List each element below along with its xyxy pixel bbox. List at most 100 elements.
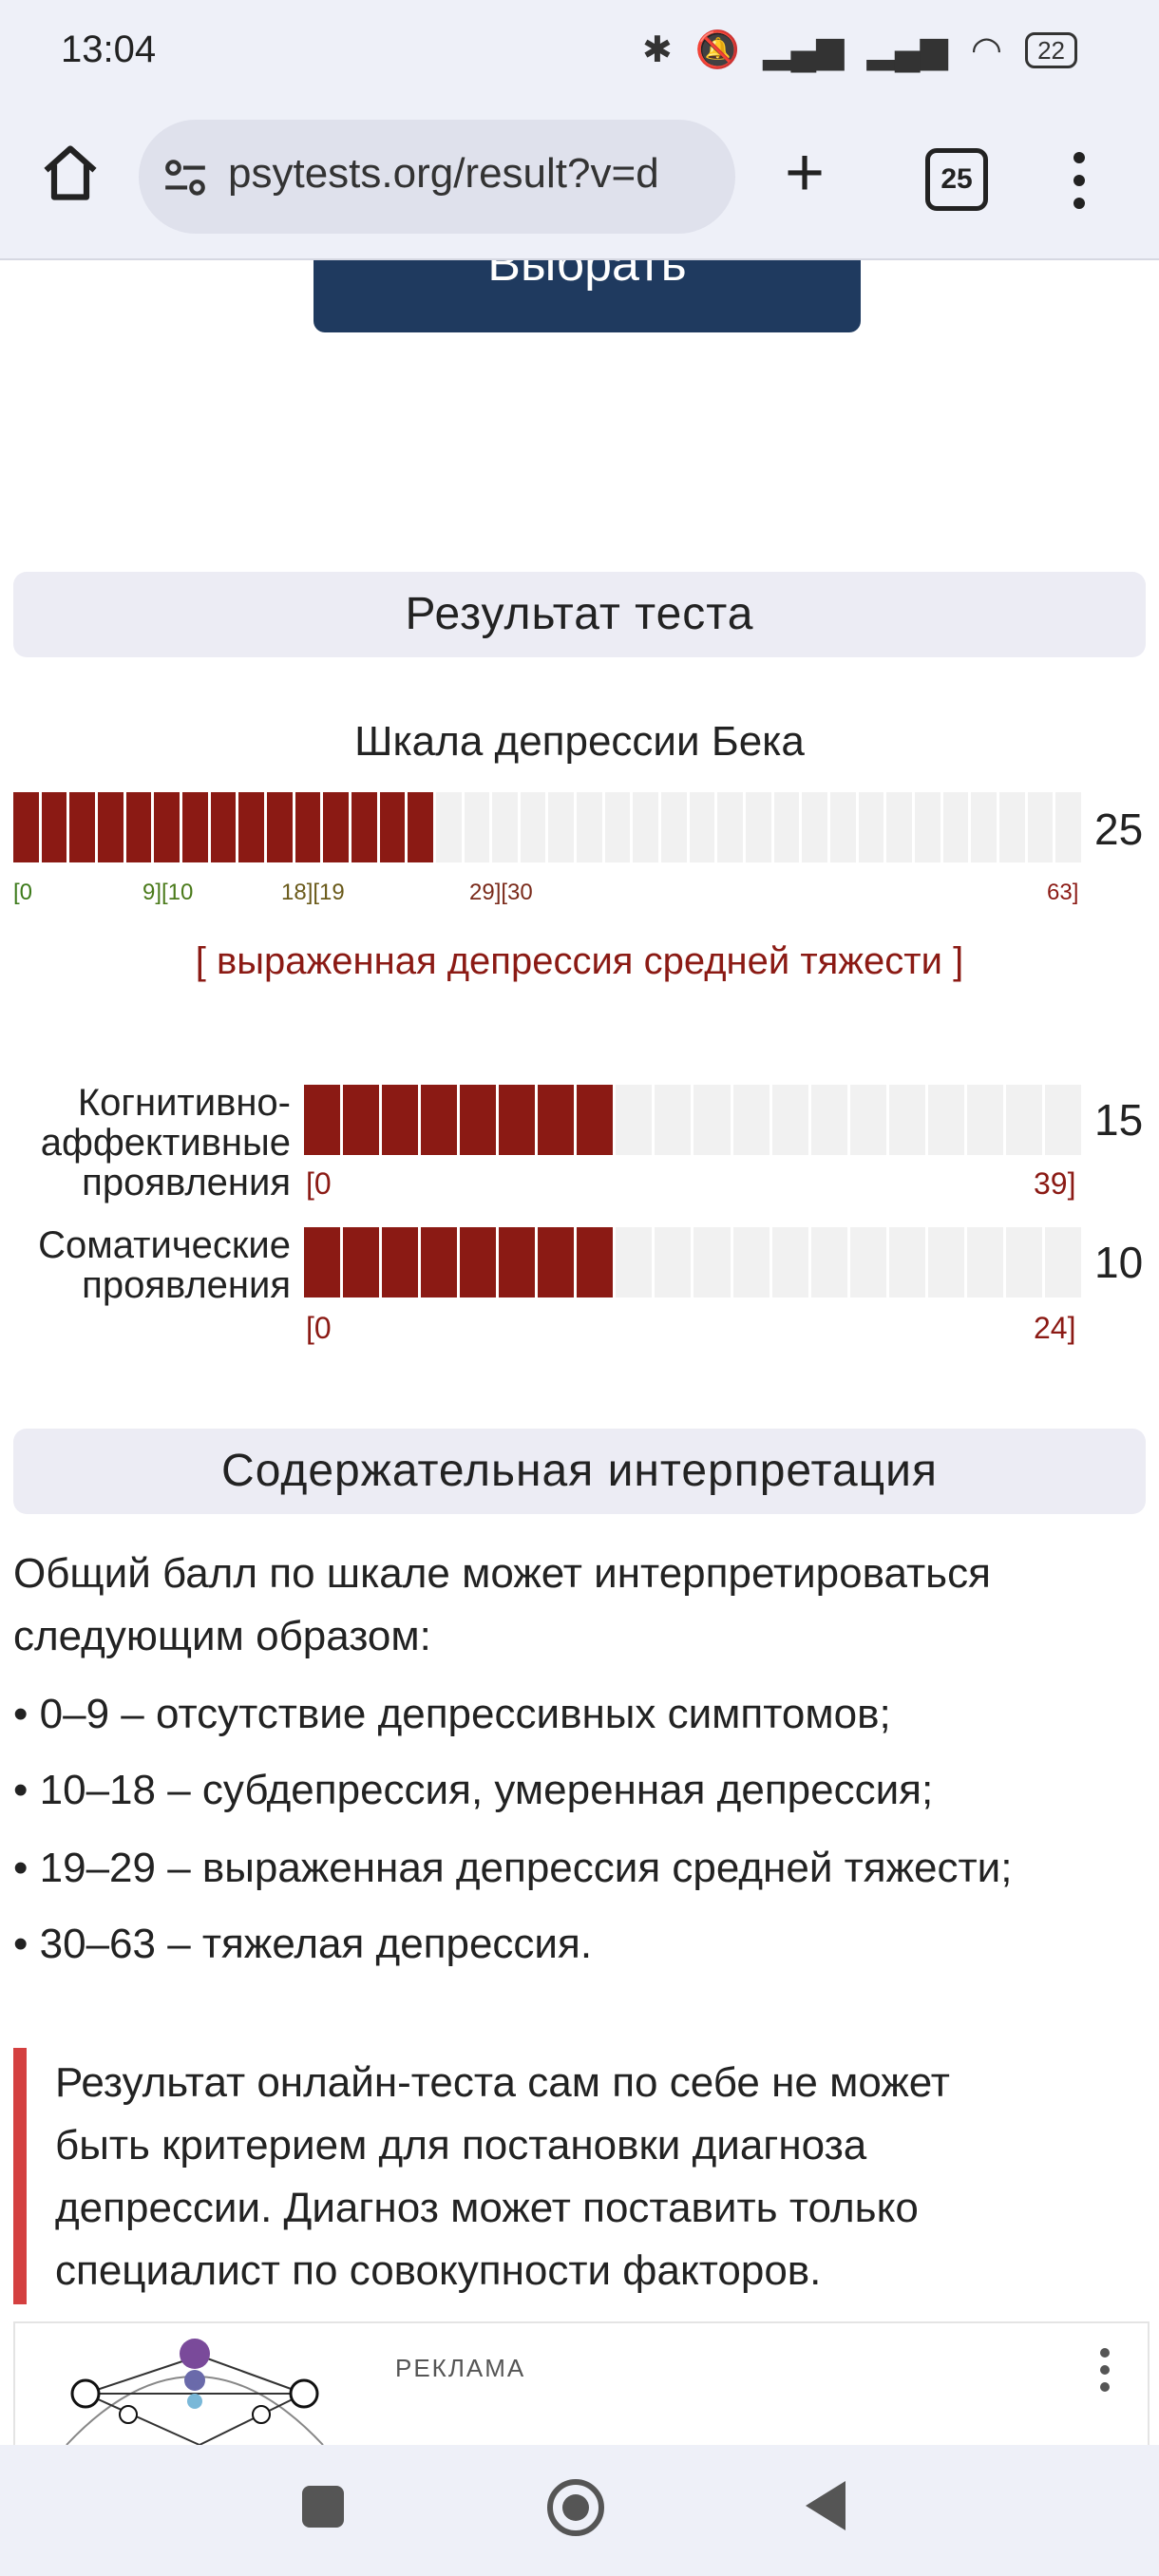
bar-cell [343, 1085, 380, 1155]
bar-cell [1055, 792, 1081, 862]
bar-cell [304, 1085, 341, 1155]
ad-image[interactable] [48, 2327, 342, 2445]
subscale-label-cognitive: Когнитивно- аффективные проявления [0, 1083, 291, 1203]
wifi-icon: ◠ [970, 30, 1003, 70]
tab-count-button[interactable]: 25 [925, 148, 988, 211]
bar-cell [538, 1085, 575, 1155]
scale-title: Шкала депрессии Бека [354, 718, 805, 765]
back-icon[interactable] [806, 2481, 846, 2530]
subscale-min-cognitive: [0 [306, 1166, 332, 1201]
bar-cell [460, 1085, 497, 1155]
bluetooth-icon: ✱ [641, 30, 673, 70]
interpretation-header: Содержательная интерпретация [13, 1429, 1146, 1514]
bar-cell [379, 792, 406, 862]
bar-cell [1005, 1227, 1042, 1297]
ad-menu-icon[interactable] [1100, 2348, 1110, 2399]
tick-0: [0 [13, 880, 33, 905]
address-bar[interactable] [139, 120, 735, 234]
bar-cell [694, 1085, 731, 1155]
select-button[interactable]: Выбрать [314, 260, 861, 332]
subscale-label-line: Соматические [38, 1224, 291, 1266]
note-line: специалист по совокупности факторов. [55, 2247, 822, 2294]
bar-cell [1044, 1227, 1081, 1297]
interpretation-item-4: • 30–63 – тяжелая депрессия. [13, 1921, 593, 1967]
intro-line: следующим образом: [13, 1613, 431, 1659]
bar-cell [492, 792, 518, 862]
subscale-label-line: проявления [82, 1162, 291, 1203]
tick-9-10: 9][10 [142, 880, 194, 905]
new-tab-icon[interactable]: + [785, 135, 826, 211]
subscale-label-line: аффективные [40, 1122, 291, 1164]
bar-cell [773, 792, 800, 862]
bar-cell [1044, 1085, 1081, 1155]
bar-cell [604, 792, 631, 862]
interpretation-item-2: • 10–18 – субдепрессия, умеренная депрес… [13, 1767, 934, 1813]
result-header: Результат теста [13, 572, 1146, 657]
page-content: Выбрать [0, 260, 1159, 2445]
status-time: 13:04 [61, 28, 157, 70]
browser-menu-icon[interactable] [1074, 152, 1087, 220]
signal-icon: ▂▄▆ [763, 30, 845, 70]
main-score: 25 [1094, 805, 1144, 854]
bar-cell [538, 1227, 575, 1297]
bar-cell [810, 1227, 847, 1297]
bar-cell [927, 1085, 964, 1155]
bar-cell [266, 792, 293, 862]
bar-cell [886, 792, 912, 862]
bar-cell [971, 792, 997, 862]
bar-cell [655, 1227, 692, 1297]
bar-cell [382, 1227, 419, 1297]
url-text[interactable]: psytests.org/result?v=d [228, 150, 659, 197]
ad-banner[interactable] [13, 2321, 1150, 2447]
subscale-label-line: Когнитивно- [77, 1082, 291, 1124]
bar-cell [694, 1227, 731, 1297]
subscale-label-line: проявления [82, 1264, 291, 1306]
bar-cell [771, 1227, 808, 1297]
mute-icon: 🔕 [694, 29, 741, 70]
main-score-bar [13, 792, 1081, 862]
bar-cell [382, 1085, 419, 1155]
subscale-max-somatic: 24] [1034, 1311, 1076, 1345]
bar-cell [616, 1227, 653, 1297]
bar-cell [210, 792, 237, 862]
bar-cell [460, 1227, 497, 1297]
bar-cell [998, 792, 1025, 862]
bar-cell [717, 792, 744, 862]
subscale-score-cognitive: 15 [1094, 1095, 1144, 1145]
bar-cell [661, 792, 687, 862]
bar-cell [351, 792, 377, 862]
bar-cell [323, 792, 349, 862]
interpretation-item-1: • 0–9 – отсутствие депрессивных симптомо… [13, 1691, 891, 1737]
home-icon[interactable] [38, 141, 103, 205]
disclaimer-text: Результат онлайн-теста сам по себе не мо… [55, 2052, 1110, 2302]
verdict-text: [ выраженная депрессия средней тяжести ] [195, 940, 964, 982]
signal-icon-2: ▂▄▆ [866, 30, 948, 70]
bar-cell [125, 792, 152, 862]
bar-cell [810, 1085, 847, 1155]
bar-cell [13, 792, 39, 862]
bar-cell [849, 1227, 886, 1297]
home-nav-icon[interactable] [547, 2479, 604, 2536]
note-line: быть критерием для постановки диагноза [55, 2122, 867, 2169]
bar-cell [942, 792, 969, 862]
bar-cell [771, 1085, 808, 1155]
recents-icon[interactable] [302, 2486, 344, 2528]
bar-cell [238, 792, 264, 862]
subscale-min-somatic: [0 [306, 1311, 332, 1345]
bar-cell [1005, 1085, 1042, 1155]
bar-cell [966, 1085, 1003, 1155]
bar-cell [966, 1227, 1003, 1297]
bar-cell [689, 792, 715, 862]
bar-cell [888, 1227, 925, 1297]
battery-icon: 22 [1025, 31, 1077, 68]
bar-cell [849, 1085, 886, 1155]
bar-cell [616, 1085, 653, 1155]
note-line: депрессии. Диагноз может поставить тольк… [55, 2185, 919, 2231]
subscale-label-somatic: Соматические проявления [0, 1225, 291, 1305]
interpretation-intro: Общий балл по шкале может интерпретирова… [13, 1543, 991, 1668]
site-settings-icon[interactable] [162, 154, 209, 201]
bar-cell [181, 792, 208, 862]
bar-cell [97, 792, 124, 862]
bar-cell [294, 792, 321, 862]
bar-cell [421, 1085, 458, 1155]
